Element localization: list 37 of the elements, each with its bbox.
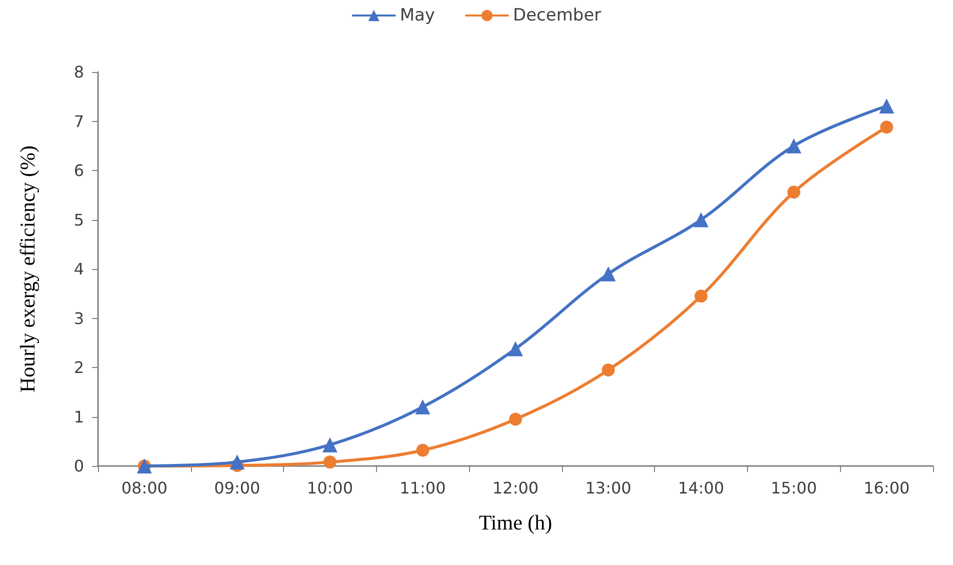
y-axis-title: Hourly exergy efficiency (%) <box>16 145 40 393</box>
y-tick-label: 8 <box>74 62 84 82</box>
x-tick-label: 09:00 <box>214 478 260 498</box>
point <box>694 212 709 228</box>
y-tick-label: 3 <box>74 308 84 328</box>
y-tick-label: 7 <box>74 112 84 131</box>
point <box>509 412 522 426</box>
legend-label: December <box>512 6 602 26</box>
y-tick-label: 5 <box>74 210 84 230</box>
point <box>602 363 615 376</box>
point <box>694 290 708 303</box>
point <box>786 138 802 154</box>
point <box>415 399 430 414</box>
x-tick-label: 15:00 <box>770 478 817 498</box>
point <box>508 341 523 356</box>
y-tick-label: 2 <box>74 358 84 377</box>
point <box>880 120 894 134</box>
point <box>600 266 616 282</box>
point <box>322 437 338 452</box>
y-tick-label: 1 <box>74 407 84 426</box>
x-axis-title: Time (h) <box>478 510 552 534</box>
x-tick-label: 12:00 <box>492 478 539 498</box>
point <box>416 444 430 457</box>
y-tick-label: 6 <box>74 161 84 180</box>
point <box>787 186 800 199</box>
point <box>230 454 245 470</box>
y-tick-label: 0 <box>74 456 84 476</box>
point <box>879 98 894 114</box>
x-tick-label: 13:00 <box>585 478 632 498</box>
y-tick-label: 4 <box>74 260 84 278</box>
x-tick-label: 14:00 <box>678 478 724 498</box>
legend-label: May <box>400 6 436 26</box>
x-tick-label: 10:00 <box>306 478 353 498</box>
point <box>323 456 336 469</box>
x-tick-label: 11:00 <box>400 478 446 498</box>
x-tick-label: 16:00 <box>864 478 910 498</box>
x-tick-label: 08:00 <box>121 478 168 498</box>
